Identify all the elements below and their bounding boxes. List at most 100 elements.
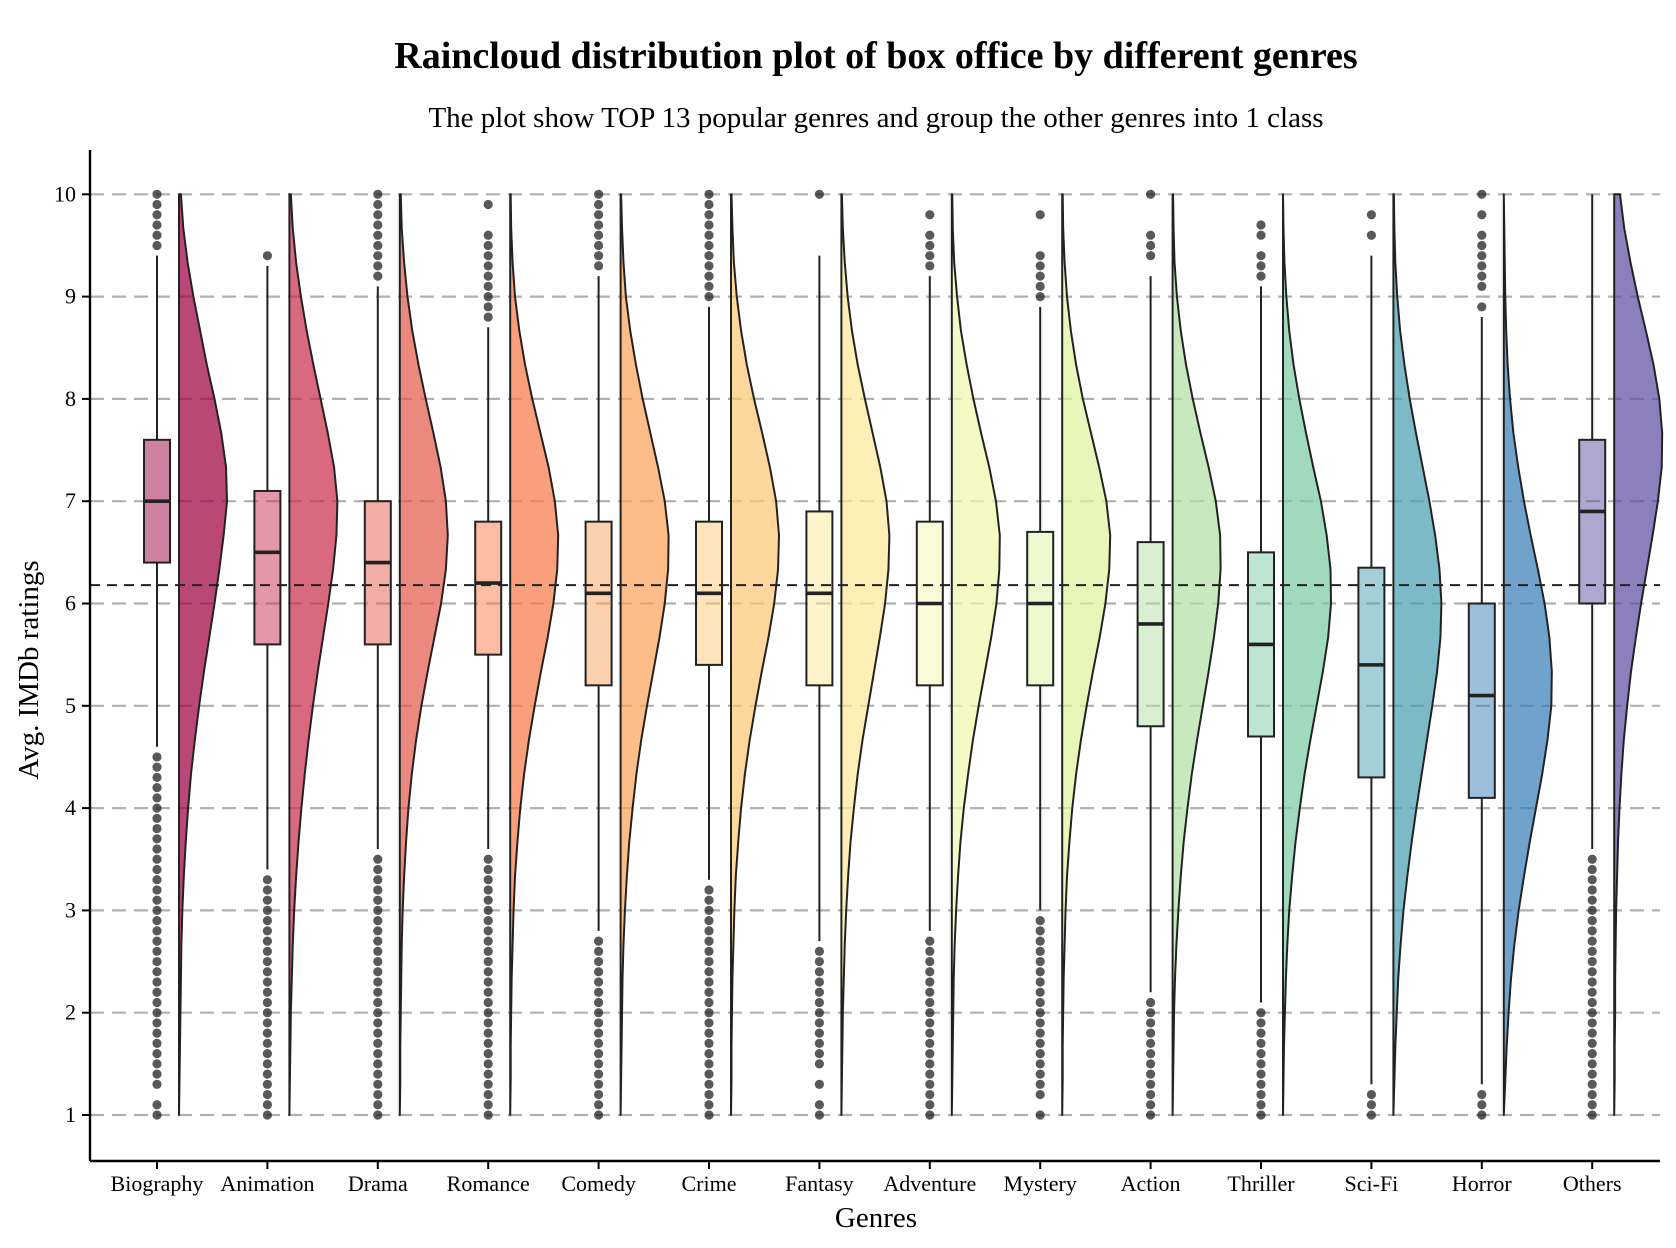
outlier-point	[152, 210, 162, 220]
y-tick-label: 3	[65, 897, 76, 922]
outlier-point	[152, 967, 162, 977]
outlier-point	[262, 997, 272, 1008]
box	[253, 489, 282, 646]
outlier-point	[1587, 1089, 1597, 1100]
outlier-point	[704, 1059, 714, 1069]
outlier-point	[152, 752, 162, 762]
outlier-point	[1477, 189, 1487, 199]
outlier-point	[262, 251, 272, 261]
outlier-point	[704, 271, 714, 281]
y-tick-label: 5	[65, 693, 76, 718]
outlier-point	[594, 1008, 604, 1018]
outlier-point	[152, 905, 162, 916]
outlier-point	[1035, 261, 1045, 271]
y-tick-label: 2	[65, 1000, 76, 1025]
outlier-point	[373, 895, 383, 905]
outlier-point	[704, 977, 714, 987]
box	[1357, 566, 1386, 779]
outlier-point	[1146, 1049, 1156, 1059]
outlier-point	[1035, 946, 1045, 956]
outlier-point	[704, 916, 714, 926]
outlier-point	[262, 1100, 272, 1110]
outlier-point	[814, 1028, 825, 1038]
outlier-point	[1035, 251, 1045, 261]
outlier-point	[1587, 916, 1597, 926]
outlier-point	[1587, 926, 1597, 936]
outlier-point	[1146, 1110, 1156, 1120]
outlier-point	[373, 220, 383, 230]
outlier-point	[262, 936, 272, 946]
outlier-point	[1146, 1018, 1156, 1028]
outlier-point	[1035, 1008, 1045, 1018]
outlier-point	[483, 1100, 493, 1110]
outlier-point	[594, 230, 604, 240]
outlier-point	[814, 1008, 825, 1018]
outlier-point	[814, 956, 825, 967]
outlier-point	[704, 1049, 714, 1059]
outlier-point	[1366, 210, 1376, 220]
outlier-point	[814, 946, 825, 956]
outlier-point	[594, 1079, 604, 1089]
outlier-point	[1477, 240, 1487, 251]
outlier-point	[1477, 230, 1487, 240]
outlier-point	[262, 926, 272, 936]
outlier-point	[262, 916, 272, 926]
outlier-point	[1477, 251, 1487, 261]
outlier-point	[152, 997, 162, 1008]
outlier-point	[1587, 1028, 1597, 1038]
outlier-point	[1256, 1069, 1266, 1079]
outlier-point	[373, 997, 383, 1008]
outlier-point	[1477, 261, 1487, 271]
outlier-point	[152, 803, 162, 813]
outlier-point	[152, 189, 162, 199]
outlier-point	[152, 946, 162, 956]
outlier-point	[704, 1100, 714, 1110]
outlier-point	[1035, 1028, 1045, 1038]
outlier-point	[152, 1028, 162, 1038]
outlier-point	[925, 967, 935, 977]
outlier-point	[373, 936, 383, 946]
x-tick-label: Animation	[220, 1171, 314, 1196]
outlier-point	[262, 1008, 272, 1018]
outlier-point	[925, 1089, 935, 1100]
outlier-point	[262, 987, 272, 997]
outlier-point	[152, 1018, 162, 1028]
outlier-point	[483, 1028, 493, 1038]
outlier-point	[1146, 1028, 1156, 1038]
outlier-point	[704, 230, 714, 240]
outlier-point	[483, 1018, 493, 1028]
outlier-point	[152, 240, 162, 251]
outlier-point	[704, 895, 714, 905]
outlier-point	[925, 946, 935, 956]
outlier-point	[704, 926, 714, 936]
outlier-point	[152, 885, 162, 895]
outlier-point	[373, 189, 383, 199]
outlier-point	[594, 997, 604, 1008]
outlier-point	[594, 936, 604, 946]
outlier-point	[1587, 864, 1597, 875]
outlier-point	[152, 1100, 162, 1110]
outlier-point	[373, 946, 383, 956]
outlier-point	[814, 1049, 825, 1059]
outlier-point	[704, 946, 714, 956]
outlier-point	[1256, 1028, 1266, 1038]
outlier-point	[1587, 997, 1597, 1008]
outlier-point	[483, 987, 493, 997]
outlier-point	[152, 1110, 162, 1120]
outlier-point	[262, 1069, 272, 1079]
x-tick-label: Biography	[111, 1171, 204, 1196]
outlier-point	[152, 854, 162, 864]
outlier-point	[1477, 271, 1487, 281]
outlier-point	[262, 1028, 272, 1038]
outlier-point	[262, 1059, 272, 1069]
outlier-point	[152, 926, 162, 936]
outlier-point	[1587, 905, 1597, 916]
outlier-point	[814, 987, 825, 997]
chart-title: Raincloud distribution plot of box offic…	[394, 35, 1357, 77]
density-clouds	[178, 193, 1664, 1116]
outlier-point	[373, 1018, 383, 1028]
density-cloud	[1613, 193, 1664, 1116]
outlier-point	[262, 875, 272, 885]
outlier-point	[925, 1079, 935, 1089]
